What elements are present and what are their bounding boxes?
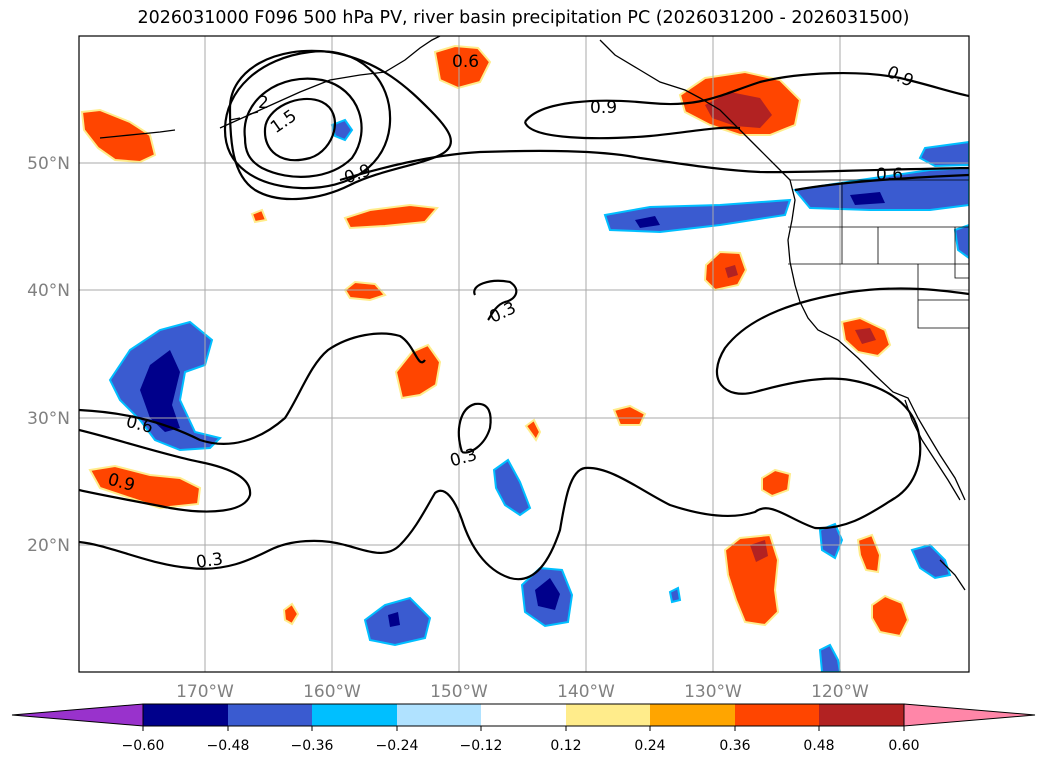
colorbar-tick-label: −0.48 (207, 738, 250, 754)
graticule (79, 36, 969, 672)
pv-contour-0.9-east (339, 149, 969, 182)
pv-contour-2 (263, 97, 337, 162)
blob-pos-10 (612, 404, 647, 426)
colorbar-segment (735, 704, 819, 726)
colorbar-segment (397, 704, 481, 726)
lon-tick-label: 130°W (684, 682, 742, 702)
blob-pos-17 (250, 208, 268, 224)
colorbar-tick-label: 0.24 (634, 738, 665, 754)
pv-contour-0.6-west (79, 332, 426, 445)
pv-contours (79, 49, 969, 581)
pv-contour-0.3-loop (457, 402, 492, 454)
lat-tick-label: 20°N (27, 536, 70, 556)
map-title: 2026031000 F096 500 hPa PV, river basin … (137, 8, 910, 28)
pv-contour-1.5 (243, 77, 363, 178)
lon-tick-label: 170°W (176, 682, 234, 702)
pv-contour-0.9-west (79, 428, 252, 513)
blob-pos-6 (703, 250, 748, 292)
lat-tick-label: 30°N (27, 409, 70, 429)
lon-tick-label: 160°W (303, 682, 361, 702)
map-frame (78, 35, 970, 673)
contour-label: 0.6 (452, 52, 479, 72)
colorbar-tick-label: −0.60 (122, 738, 165, 754)
colorbar-segment (819, 704, 904, 726)
blob-pos-8 (394, 343, 442, 400)
colorbar-tick-label: −0.12 (460, 738, 503, 754)
blob-pos-3-core (705, 92, 772, 128)
lat-tick-label: 50°N (27, 154, 70, 174)
west-coast (774, 164, 966, 501)
blob-pos-12 (761, 468, 792, 498)
blob-neg-1-core (140, 350, 180, 432)
blob-pos-6-core (725, 265, 738, 278)
colorbar-segment (566, 704, 650, 726)
blob-pos-16 (282, 602, 300, 626)
pv-contour-0.3-small (473, 279, 518, 321)
blob-pos-5 (343, 280, 387, 302)
blob-neg-7 (492, 458, 532, 517)
baja-coast (904, 399, 961, 501)
blob-pos-15 (871, 594, 910, 638)
blob-neg-5-core (535, 578, 560, 610)
colorbar: −0.60 −0.48 −0.36 −0.24 −0.12 0.12 0.24 … (11, 703, 1036, 754)
mexico-coast (939, 559, 966, 591)
colorbar-tick-label: −0.24 (376, 738, 419, 754)
blob-neg-6-core (388, 612, 400, 627)
blob-pos-14 (856, 533, 882, 574)
pv-contour-0.9-loop (523, 121, 741, 140)
blob-neg-10 (818, 643, 842, 672)
lat-tick-label: 40°N (27, 281, 70, 301)
latitude-ticks: 50°N 40°N 30°N 20°N (27, 154, 70, 556)
colorbar-tick-label: 0.36 (719, 738, 750, 754)
colorbar-segment (312, 704, 397, 726)
colorbar-segment (143, 704, 228, 726)
alaska-panhandle (599, 39, 776, 166)
contour-label: 0.9 (590, 98, 617, 118)
contour-label: 0.6 (876, 165, 903, 185)
blob-neg-3 (793, 166, 969, 211)
blob-neg-11 (330, 118, 354, 142)
colorbar-segment (650, 704, 735, 726)
blob-pos-11 (524, 418, 542, 442)
longitude-ticks: 170°W 160°W 150°W 140°W 130°W 120°W (176, 682, 869, 702)
colorbar-tick-label: −0.36 (291, 738, 334, 754)
negative-precip-areas (108, 118, 969, 672)
pv-contour-0.6-east (794, 173, 969, 192)
blob-neg-13 (668, 586, 682, 604)
colorbar-extend-low (11, 703, 144, 727)
lon-tick-label: 140°W (557, 682, 615, 702)
pv-contour-0.9-north (228, 49, 452, 201)
contour-label: 2 (258, 93, 269, 113)
blob-neg-2-core (635, 216, 660, 228)
pv-contour-0.9-northeast (524, 71, 969, 123)
colorbar-tick-label: 0.12 (550, 738, 581, 754)
blob-pos-9 (88, 464, 202, 510)
blob-neg-3-core (850, 192, 885, 205)
colorbar-tick-label: 0.48 (803, 738, 834, 754)
state-borders (788, 182, 969, 329)
blob-pos-7-core (855, 328, 876, 344)
contour-label: 0.3 (195, 549, 225, 573)
aleutian-islands (99, 111, 259, 139)
pv-contour-0.3-main (79, 287, 969, 581)
colorbar-tick-label: 0.60 (888, 738, 919, 754)
blob-pos-4 (343, 203, 439, 230)
blob-neg-4 (918, 140, 969, 168)
colorbar-outline (142, 703, 905, 727)
colorbar-segment (228, 704, 312, 726)
lon-tick-label: 120°W (811, 682, 869, 702)
pv-contour-0.6-alaska (223, 50, 392, 190)
lon-tick-label: 150°W (430, 682, 488, 702)
blob-neg-8 (818, 522, 844, 560)
plot-area: 2 1.5 0.6 0.9 0.9 0.9 0.6 0.3 0.6 0.9 0.… (79, 36, 969, 672)
colorbar-segment (481, 704, 566, 726)
colorbar-extend-high (903, 703, 1036, 727)
